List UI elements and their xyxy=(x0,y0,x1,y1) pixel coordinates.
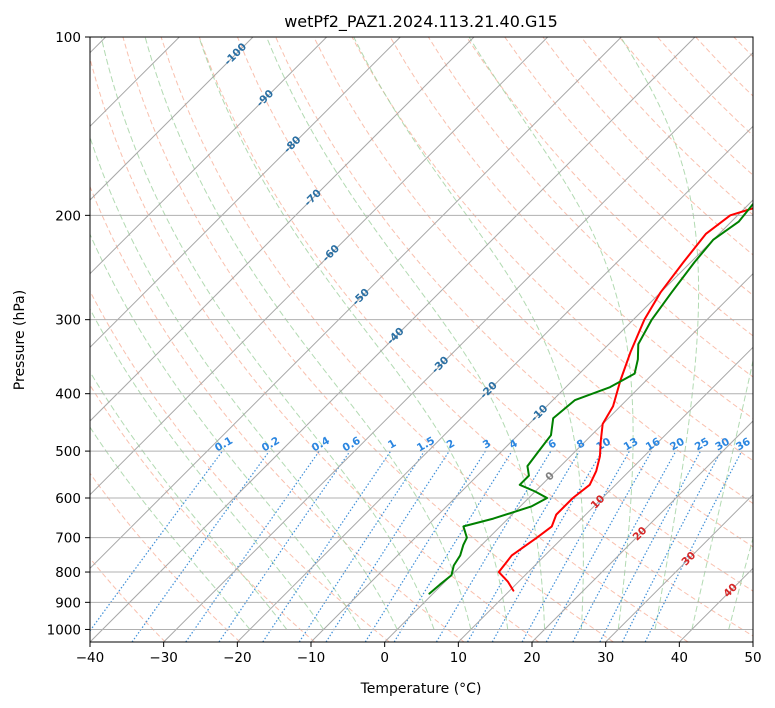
mixing-ratio-line xyxy=(572,450,677,642)
dry-adiabat xyxy=(313,37,753,505)
x-tick-label: −40 xyxy=(76,650,105,666)
y-tick-label: 400 xyxy=(55,387,81,403)
isotherm-line xyxy=(90,37,622,570)
y-axis-label: Pressure (hPa) xyxy=(12,290,28,390)
isotherm-line xyxy=(90,37,401,349)
isotherm-line xyxy=(90,37,696,642)
chart-title: wetPf2_PAZ1.2024.113.21.40.G15 xyxy=(284,12,558,32)
dry-adiabat xyxy=(237,37,753,592)
plot-frame xyxy=(89,36,754,643)
x-tick-label: 0 xyxy=(380,650,389,666)
x-tick-label: −20 xyxy=(223,650,252,666)
x-tick-label: −30 xyxy=(149,650,178,666)
isotherm-line xyxy=(90,37,475,422)
dry-adiabat xyxy=(160,37,689,642)
dry-adiabat xyxy=(90,290,390,642)
moist-adiabat xyxy=(90,135,398,630)
mixing-ratio-line xyxy=(393,450,513,642)
y-tick-label: 600 xyxy=(55,491,81,507)
x-tick-label: −10 xyxy=(297,650,326,666)
mixing-ratio-line xyxy=(131,450,270,642)
mixing-ratio-line xyxy=(521,450,631,642)
x-tick-label: 50 xyxy=(744,650,761,666)
isotherm-line xyxy=(531,420,753,642)
temperature-line xyxy=(497,207,753,592)
y-tick-label: 1000 xyxy=(47,622,81,638)
moist-adiabat xyxy=(691,358,753,630)
background-lines xyxy=(90,37,753,642)
y-tick-label: 300 xyxy=(55,313,81,329)
dry-adiabat xyxy=(90,557,166,642)
mixing-ratio-line xyxy=(364,450,486,642)
moist-adiabat xyxy=(353,37,584,630)
moist-adiabat xyxy=(620,37,700,630)
dry-adiabat xyxy=(504,37,753,296)
isotherm-line xyxy=(457,346,753,642)
x-tick-label: 10 xyxy=(450,650,467,666)
isotherm-line xyxy=(90,37,549,496)
mixing-ratio-line xyxy=(545,450,653,642)
isotherm-line xyxy=(236,125,753,642)
isotherm-line xyxy=(384,272,753,642)
dry-adiabat xyxy=(90,472,241,642)
dry-adiabat xyxy=(427,37,753,378)
grid-lines xyxy=(90,37,753,642)
mixing-ratio-line xyxy=(435,450,552,642)
dry-adiabat xyxy=(90,56,540,642)
isotherm-line xyxy=(90,37,328,275)
dewpoint-line xyxy=(428,202,753,595)
mixing-ratio-line xyxy=(90,450,223,632)
y-tick-label: 900 xyxy=(55,595,81,611)
dry-adiabat xyxy=(90,185,465,642)
y-tick-label: 800 xyxy=(55,565,81,581)
dry-adiabat xyxy=(351,37,753,462)
mixing-ratio-line xyxy=(644,450,743,642)
moist-adiabat xyxy=(100,37,435,630)
mixing-ratio-line xyxy=(621,450,722,642)
y-tick-label: 500 xyxy=(55,444,81,460)
x-tick-label: 40 xyxy=(671,650,688,666)
y-tick-label: 700 xyxy=(55,531,81,547)
mixing-ratio-line xyxy=(262,450,392,642)
axis-ticks: −40 −30 −20 −10 0 10 20 30 40 50 100 200 300 400 500 60… xyxy=(47,30,762,666)
moist-adiabat xyxy=(90,308,324,630)
moist-adiabat xyxy=(90,370,288,630)
profile-series xyxy=(428,202,753,595)
mixing-ratio-line xyxy=(298,450,425,642)
y-tick-label: 100 xyxy=(55,30,81,46)
moist-adiabat xyxy=(266,37,546,630)
dry-adiabat xyxy=(90,384,315,642)
mixing-ratio-line xyxy=(218,450,351,642)
mixing-ratio-line xyxy=(599,450,702,642)
mixing-ratio-line xyxy=(185,450,320,642)
mixing-ratio-line xyxy=(325,450,450,642)
x-tick-label: 20 xyxy=(523,650,540,666)
moist-adiabat xyxy=(468,37,634,630)
dry-adiabat xyxy=(275,37,753,548)
moist-adiabat xyxy=(90,426,251,630)
isotherm-line xyxy=(605,493,753,642)
dry-adiabat xyxy=(198,37,753,637)
y-tick-label: 200 xyxy=(55,208,81,224)
isotherm-line xyxy=(90,37,254,201)
dry-adiabat xyxy=(122,37,614,642)
moist-adiabat xyxy=(198,37,509,630)
x-axis-label: Temperature (°C) xyxy=(360,681,482,697)
isotherm-line xyxy=(163,51,753,642)
isotherm-line xyxy=(310,199,753,642)
x-tick-label: 30 xyxy=(597,650,614,666)
